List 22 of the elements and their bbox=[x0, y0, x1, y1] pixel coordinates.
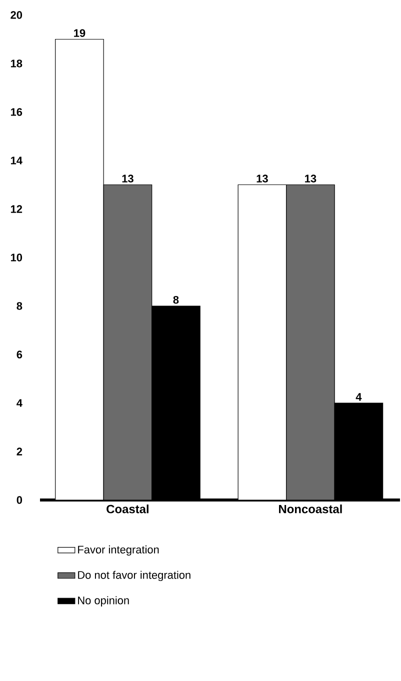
y-tick-label: 16 bbox=[10, 108, 22, 116]
y-tick-label: 0 bbox=[16, 496, 22, 504]
y-tick-label: 20 bbox=[10, 11, 22, 19]
data-label: 4 bbox=[356, 393, 362, 401]
data-label: 19 bbox=[74, 29, 86, 37]
legend-label: Favor integration bbox=[78, 545, 159, 556]
x-tick-label: Coastal bbox=[106, 504, 148, 514]
x-tick-label: Noncoastal bbox=[279, 504, 342, 514]
data-label: 13 bbox=[305, 174, 316, 182]
y-tick-label: 4 bbox=[16, 399, 22, 407]
legend-label: No opinion bbox=[78, 596, 129, 606]
y-tick-label: 2 bbox=[16, 448, 22, 456]
y-tick-label: 14 bbox=[10, 156, 22, 164]
legend-label: Do not favor integration bbox=[78, 570, 190, 582]
y-tick-label: 12 bbox=[10, 205, 22, 213]
data-label: 13 bbox=[256, 174, 268, 182]
data-label: 8 bbox=[173, 296, 179, 304]
y-tick-label: 10 bbox=[10, 254, 22, 262]
data-label: 13 bbox=[122, 174, 134, 182]
y-tick-label: 8 bbox=[16, 302, 22, 310]
y-tick-label: 18 bbox=[10, 60, 22, 68]
y-tick-label: 6 bbox=[16, 350, 22, 358]
